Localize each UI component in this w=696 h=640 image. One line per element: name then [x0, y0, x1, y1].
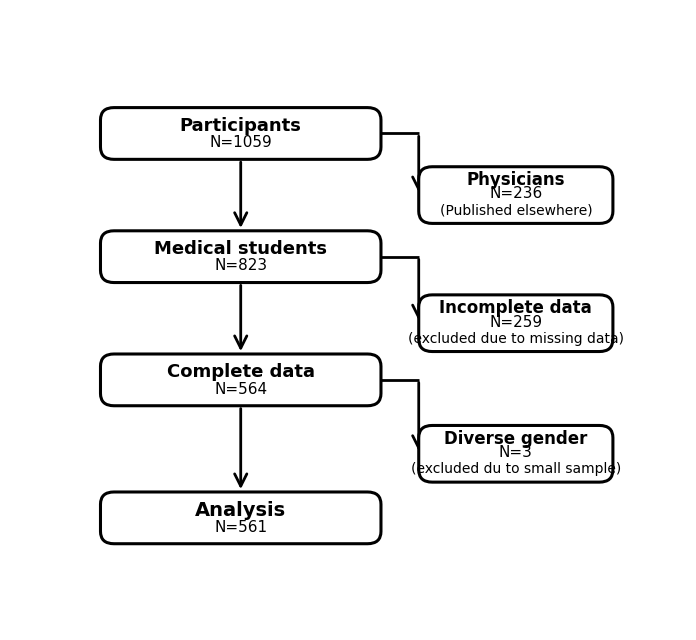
Text: N=561: N=561 [214, 520, 267, 534]
FancyBboxPatch shape [100, 492, 381, 544]
Text: Analysis: Analysis [195, 500, 286, 520]
FancyBboxPatch shape [100, 354, 381, 406]
Text: Incomplete data: Incomplete data [439, 300, 592, 317]
Text: N=236: N=236 [489, 186, 542, 202]
Text: Diverse gender: Diverse gender [444, 430, 587, 448]
FancyBboxPatch shape [419, 426, 613, 482]
Text: Medical students: Medical students [155, 240, 327, 258]
Text: (excluded due to missing data): (excluded due to missing data) [408, 332, 624, 346]
Text: (Published elsewhere): (Published elsewhere) [439, 204, 592, 218]
FancyBboxPatch shape [419, 167, 613, 223]
Text: N=259: N=259 [489, 315, 542, 330]
Text: Complete data: Complete data [167, 363, 315, 381]
Text: Participants: Participants [180, 116, 301, 134]
FancyBboxPatch shape [100, 231, 381, 282]
Text: N=823: N=823 [214, 259, 267, 273]
FancyBboxPatch shape [100, 108, 381, 159]
Text: N=564: N=564 [214, 381, 267, 397]
Text: Physicians: Physicians [466, 172, 565, 189]
Text: (excluded du to small sample): (excluded du to small sample) [411, 462, 621, 476]
FancyBboxPatch shape [419, 295, 613, 351]
Text: N=1059: N=1059 [209, 135, 272, 150]
Text: N=3: N=3 [499, 445, 532, 460]
